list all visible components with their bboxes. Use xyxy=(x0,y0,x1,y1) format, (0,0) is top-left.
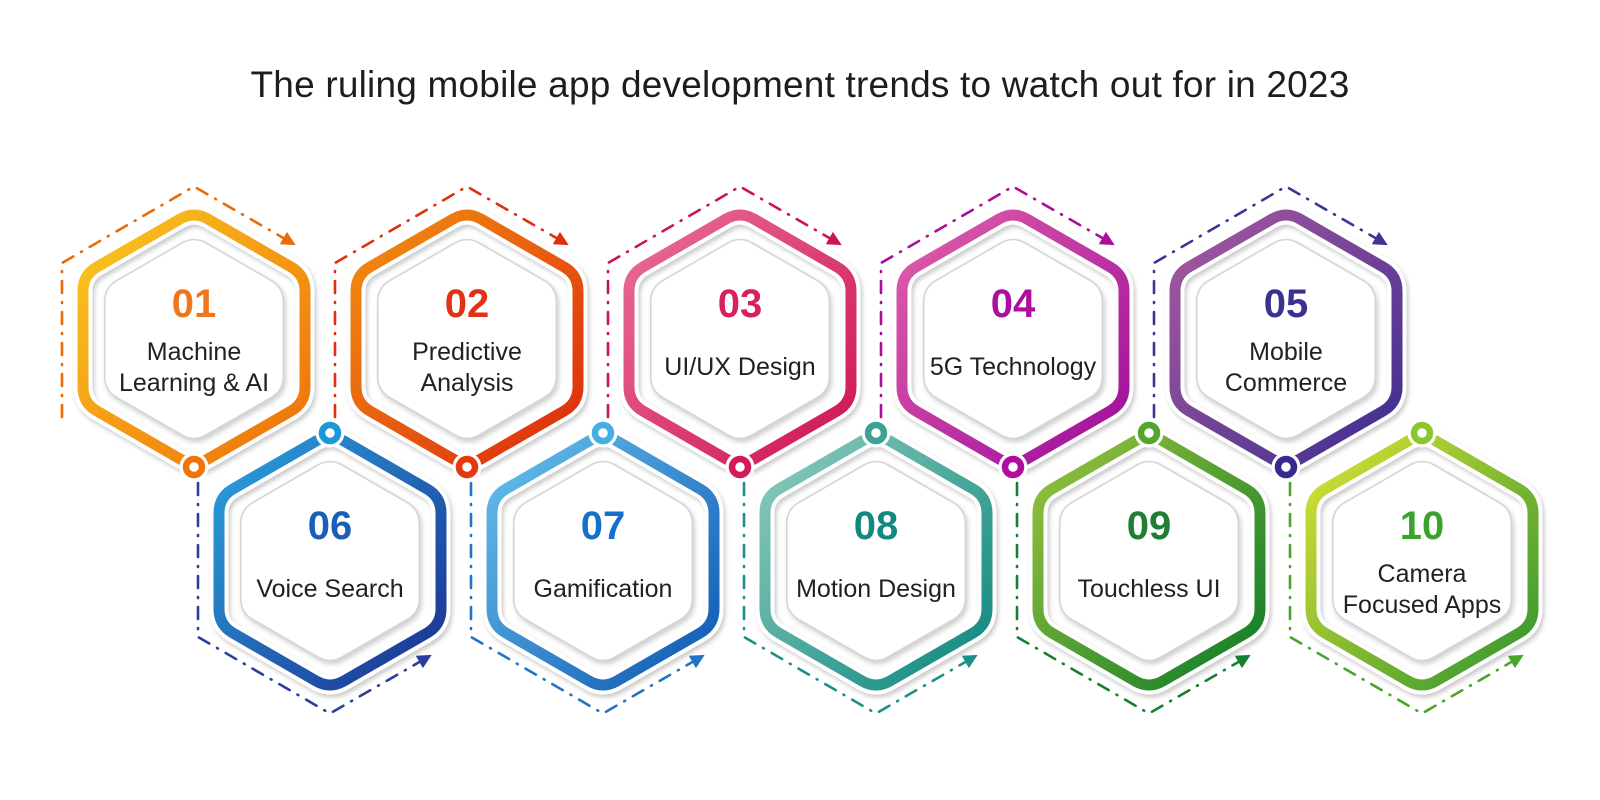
dashed-outline xyxy=(742,481,978,716)
dashed-outline xyxy=(60,184,296,419)
trend-card-09: 09 Touchless UI xyxy=(999,376,1299,746)
trend-label: UI/UX Design xyxy=(664,353,816,382)
vertex-ring xyxy=(182,455,206,479)
hexagon-graphic xyxy=(1152,184,1407,482)
trend-card-10: 10 Camera Focused Apps xyxy=(1272,376,1572,746)
dashed-outline xyxy=(606,184,842,419)
dashed-outline xyxy=(469,481,705,716)
trend-number: 02 xyxy=(444,282,490,326)
vertex-ring xyxy=(1274,455,1298,479)
hexagon-inner xyxy=(1195,238,1377,440)
hexagon-inner xyxy=(649,238,831,440)
trend-card-07: 07 Gamification xyxy=(453,376,753,746)
trend-card-05: 05 Mobile Commerce xyxy=(1136,154,1436,524)
hexagon-graphic xyxy=(606,184,861,482)
hexagon-inner xyxy=(1331,460,1513,662)
hexagon-inner xyxy=(785,460,967,662)
trend-label: Gamification xyxy=(533,575,673,604)
hexagon-inner xyxy=(239,460,421,662)
vertex-ring xyxy=(455,455,479,479)
trend-label: Voice Search xyxy=(256,575,404,604)
trend-label: 5G Technology xyxy=(929,353,1097,382)
vertex-ring xyxy=(318,421,342,445)
trend-label: Camera Focused Apps xyxy=(1342,559,1502,620)
hexagon-graphic xyxy=(469,418,724,716)
hexagon-graphic xyxy=(196,418,451,716)
trend-label: Machine Learning & AI xyxy=(118,337,270,398)
vertex-ring xyxy=(728,455,752,479)
hexagon-border xyxy=(759,431,993,691)
hexagon-inner xyxy=(922,238,1104,440)
hexagon-border xyxy=(350,209,584,469)
trend-number: 04 xyxy=(990,282,1036,326)
trend-label: Mobile Commerce xyxy=(1224,337,1348,398)
trend-card-04: 04 5G Technology xyxy=(863,154,1163,524)
hexagon-inner xyxy=(103,238,285,440)
hexagon-graphic xyxy=(879,184,1134,482)
trend-card-08: 08 Motion Design xyxy=(726,376,1026,746)
trend-label: Touchless UI xyxy=(1077,575,1221,604)
trend-number: 09 xyxy=(1126,504,1172,548)
hexagon-border xyxy=(1032,431,1266,691)
hexagon-graphic xyxy=(1288,418,1543,716)
dashed-outline xyxy=(1152,184,1388,419)
trend-number: 03 xyxy=(717,282,763,326)
hexagon-border xyxy=(486,431,720,691)
hexagon-graphic xyxy=(60,184,315,482)
vertex-ring xyxy=(1137,421,1161,445)
trend-number: 05 xyxy=(1263,282,1309,326)
trend-card-02: 02 Predictive Analysis xyxy=(317,154,617,524)
hexagon-graphic xyxy=(742,418,997,716)
vertex-ring xyxy=(591,421,615,445)
vertex-ring xyxy=(1001,455,1025,479)
trend-number: 07 xyxy=(580,504,626,548)
dashed-outline xyxy=(1288,481,1524,716)
dashed-outline xyxy=(333,184,569,419)
trend-number: 01 xyxy=(171,282,217,326)
hexagon-graphic xyxy=(333,184,588,482)
hexagon-inner xyxy=(512,460,694,662)
vertex-ring xyxy=(864,421,888,445)
hexagon-border xyxy=(1169,209,1403,469)
page-title: The ruling mobile app development trends… xyxy=(250,64,1350,105)
trend-number: 08 xyxy=(853,504,899,548)
trend-card-03: 03 UI/UX Design xyxy=(590,154,890,524)
trend-number: 10 xyxy=(1399,504,1445,548)
hexagon-border xyxy=(1305,431,1539,691)
trend-number: 06 xyxy=(307,504,353,548)
dashed-outline xyxy=(196,481,432,716)
dashed-outline xyxy=(879,184,1115,419)
dashed-outline xyxy=(1015,481,1251,716)
hexagon-inner xyxy=(1058,460,1240,662)
trend-label: Motion Design xyxy=(796,575,956,604)
hexagon-border xyxy=(623,209,857,469)
trend-card-01: 01 Machine Learning & AI xyxy=(44,154,344,524)
hexagon-border xyxy=(213,431,447,691)
hexagon-inner xyxy=(376,238,558,440)
hexagon-border xyxy=(77,209,311,469)
hexagon-graphic xyxy=(1015,418,1270,716)
hexagon-border xyxy=(896,209,1130,469)
trend-label: Predictive Analysis xyxy=(412,337,522,398)
trend-card-06: 06 Voice Search xyxy=(180,376,480,746)
vertex-ring xyxy=(1410,421,1434,445)
